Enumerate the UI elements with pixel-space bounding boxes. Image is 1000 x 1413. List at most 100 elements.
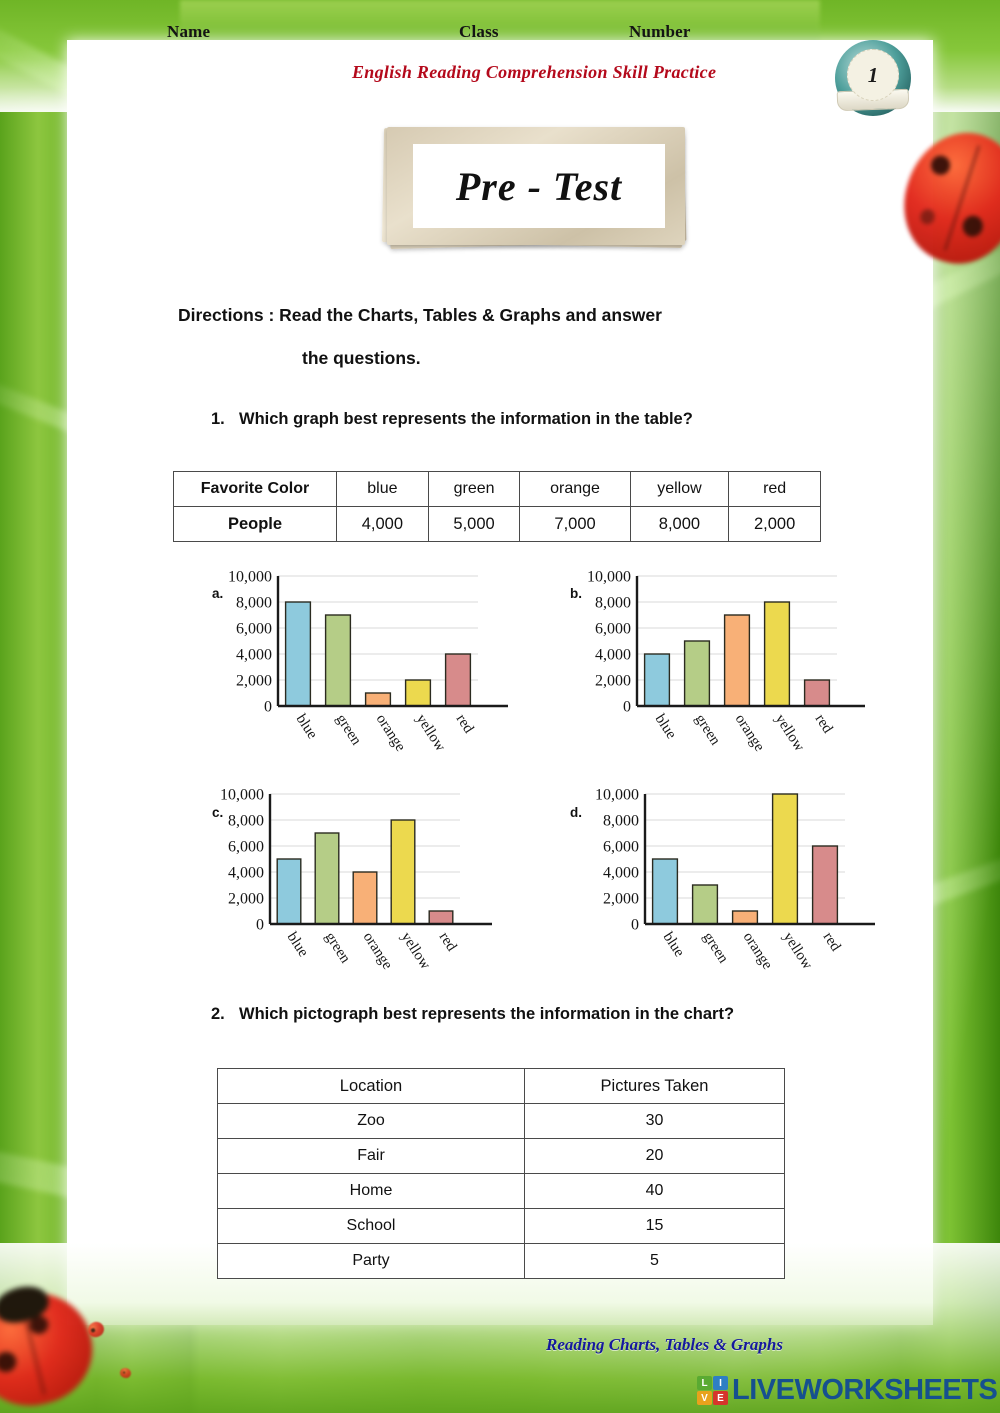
bar-yellow — [771, 793, 799, 925]
table-cell: 8,000 — [629, 506, 730, 542]
logo-block-e: E — [713, 1391, 728, 1405]
table-cell: Party — [217, 1243, 525, 1279]
bar-red — [444, 653, 472, 707]
table-row: Fair 20 — [217, 1138, 785, 1174]
y-tick-label: 8,000 — [236, 595, 272, 612]
x-tick-label: red — [820, 929, 844, 954]
table-cell: blue — [336, 471, 429, 507]
table-cell: 20 — [524, 1138, 785, 1174]
pictures-taken-table: Location Pictures Taken Zoo 30 Fair 20 Home 40 S… — [217, 1068, 785, 1279]
y-tick-label: 6,000 — [603, 839, 639, 856]
y-tick-label: 4,000 — [595, 647, 631, 664]
y-tick-label: 0 — [256, 917, 264, 934]
table-cell: People — [173, 506, 337, 542]
bar-yellow — [404, 679, 432, 707]
chart-canvas: 0 2,000 4,000 6,000 8,000 10,000 blue green oran… — [228, 569, 508, 755]
y-tick-label: 6,000 — [228, 839, 264, 856]
y-tick-label: 8,000 — [228, 813, 264, 830]
table-cell: School — [217, 1208, 525, 1244]
question-2-number: 2. — [211, 1005, 225, 1023]
question-2-text: Which pictograph best represents the inf… — [239, 1005, 735, 1023]
table-row: Zoo 30 — [217, 1103, 785, 1139]
y-tick-label: 2,000 — [236, 673, 272, 690]
table-cell: 40 — [524, 1173, 785, 1209]
bar-yellow — [390, 819, 416, 925]
x-tick-label: yellow — [413, 711, 449, 754]
favorite-color-table: Favorite Color blue green orange yellow red Pe… — [173, 471, 821, 542]
table-row: Favorite Color blue green orange yellow red — [173, 471, 821, 507]
y-tick-label: 8,000 — [595, 595, 631, 612]
y-tick-label: 2,000 — [595, 673, 631, 690]
page-title: Pre - Test — [455, 163, 623, 209]
logo-block-l: L — [697, 1376, 712, 1390]
x-tick-label: red — [453, 711, 477, 736]
x-tick-label: yellow — [772, 711, 808, 754]
badge-inner: 1 — [847, 49, 899, 101]
x-tick-label: green — [322, 929, 354, 966]
table-cell: 5 — [524, 1243, 785, 1279]
choice-label-c: c. — [212, 805, 224, 820]
bar-chart-option-d[interactable]: 0 2,000 4,000 6,000 8,000 10,000 blue green oran… — [565, 784, 875, 989]
x-tick-label: blue — [660, 929, 688, 960]
y-tick-label: 10,000 — [220, 787, 264, 804]
bar-blue — [276, 858, 302, 925]
bar-chart-option-c[interactable]: 0 2,000 4,000 6,000 8,000 10,000 blue green oran… — [208, 784, 508, 989]
x-tick-label: orange — [360, 929, 396, 972]
footer-topic-title: Reading Charts, Tables & Graphs — [546, 1335, 783, 1354]
bar-orange — [352, 871, 378, 925]
x-tick-label: orange — [740, 929, 776, 972]
table-row: Home 40 — [217, 1173, 785, 1209]
bar-green — [314, 832, 340, 925]
table-cell: Home — [217, 1173, 525, 1209]
x-tick-label: yellow — [398, 929, 434, 972]
y-tick-label: 10,000 — [595, 787, 639, 804]
bar-blue — [651, 858, 679, 925]
table-cell: 4,000 — [336, 506, 429, 542]
bar-orange — [723, 614, 751, 707]
y-tick-label: 6,000 — [236, 621, 272, 638]
table-cell: 7,000 — [519, 506, 631, 542]
logo-block-i: I — [713, 1376, 728, 1390]
x-tick-label: yellow — [780, 929, 816, 972]
bar-red — [811, 845, 839, 925]
choice-label-a: a. — [212, 586, 224, 601]
table-header-cell: Pictures Taken — [524, 1068, 785, 1104]
bar-chart-option-a[interactable]: 0 2,000 4,000 6,000 8,000 10,000 blue green oran… — [208, 566, 508, 771]
y-tick-label: 2,000 — [603, 891, 639, 908]
choice-label-b: b. — [570, 586, 582, 601]
question-1-number: 1. — [211, 410, 225, 428]
bar-chart-option-b[interactable]: 0 2,000 4,000 6,000 8,000 10,000 blue green oran… — [565, 566, 865, 771]
y-tick-label: 0 — [623, 699, 631, 716]
table-cell: Fair — [217, 1138, 525, 1174]
x-tick-label: blue — [284, 929, 312, 960]
class-label: Class — [459, 22, 499, 41]
table-row: People 4,000 5,000 7,000 8,000 2,000 — [173, 506, 821, 542]
bar-green — [324, 614, 352, 707]
table-cell: Favorite Color — [173, 471, 337, 507]
bar-orange — [731, 910, 759, 925]
number-label: Number — [629, 22, 691, 41]
bar-yellow — [763, 601, 791, 707]
table-row: School 15 — [217, 1208, 785, 1244]
logo-wordmark: LIVEWORKSHEETS — [732, 1374, 998, 1406]
y-tick-label: 10,000 — [228, 569, 272, 586]
table-cell: Zoo — [217, 1103, 525, 1139]
bar-red — [428, 910, 454, 925]
x-tick-label: blue — [293, 711, 321, 742]
chart-canvas: 0 2,000 4,000 6,000 8,000 10,000 blue green oran… — [220, 787, 492, 973]
table-cell: 2,000 — [728, 506, 821, 542]
logo-block-v: V — [697, 1391, 712, 1405]
y-tick-label: 8,000 — [603, 813, 639, 830]
pre-test-title-card: Pre - Test — [381, 127, 693, 254]
bar-green — [691, 884, 719, 925]
table-cell: orange — [519, 471, 631, 507]
paper-layer-front: Pre - Test — [387, 127, 685, 245]
bar-blue — [643, 653, 671, 707]
directions-line-2: the questions. — [302, 348, 421, 368]
table-cell: green — [427, 471, 521, 507]
x-tick-label: red — [812, 711, 836, 736]
x-tick-label: red — [436, 929, 460, 954]
table-cell: yellow — [629, 471, 730, 507]
